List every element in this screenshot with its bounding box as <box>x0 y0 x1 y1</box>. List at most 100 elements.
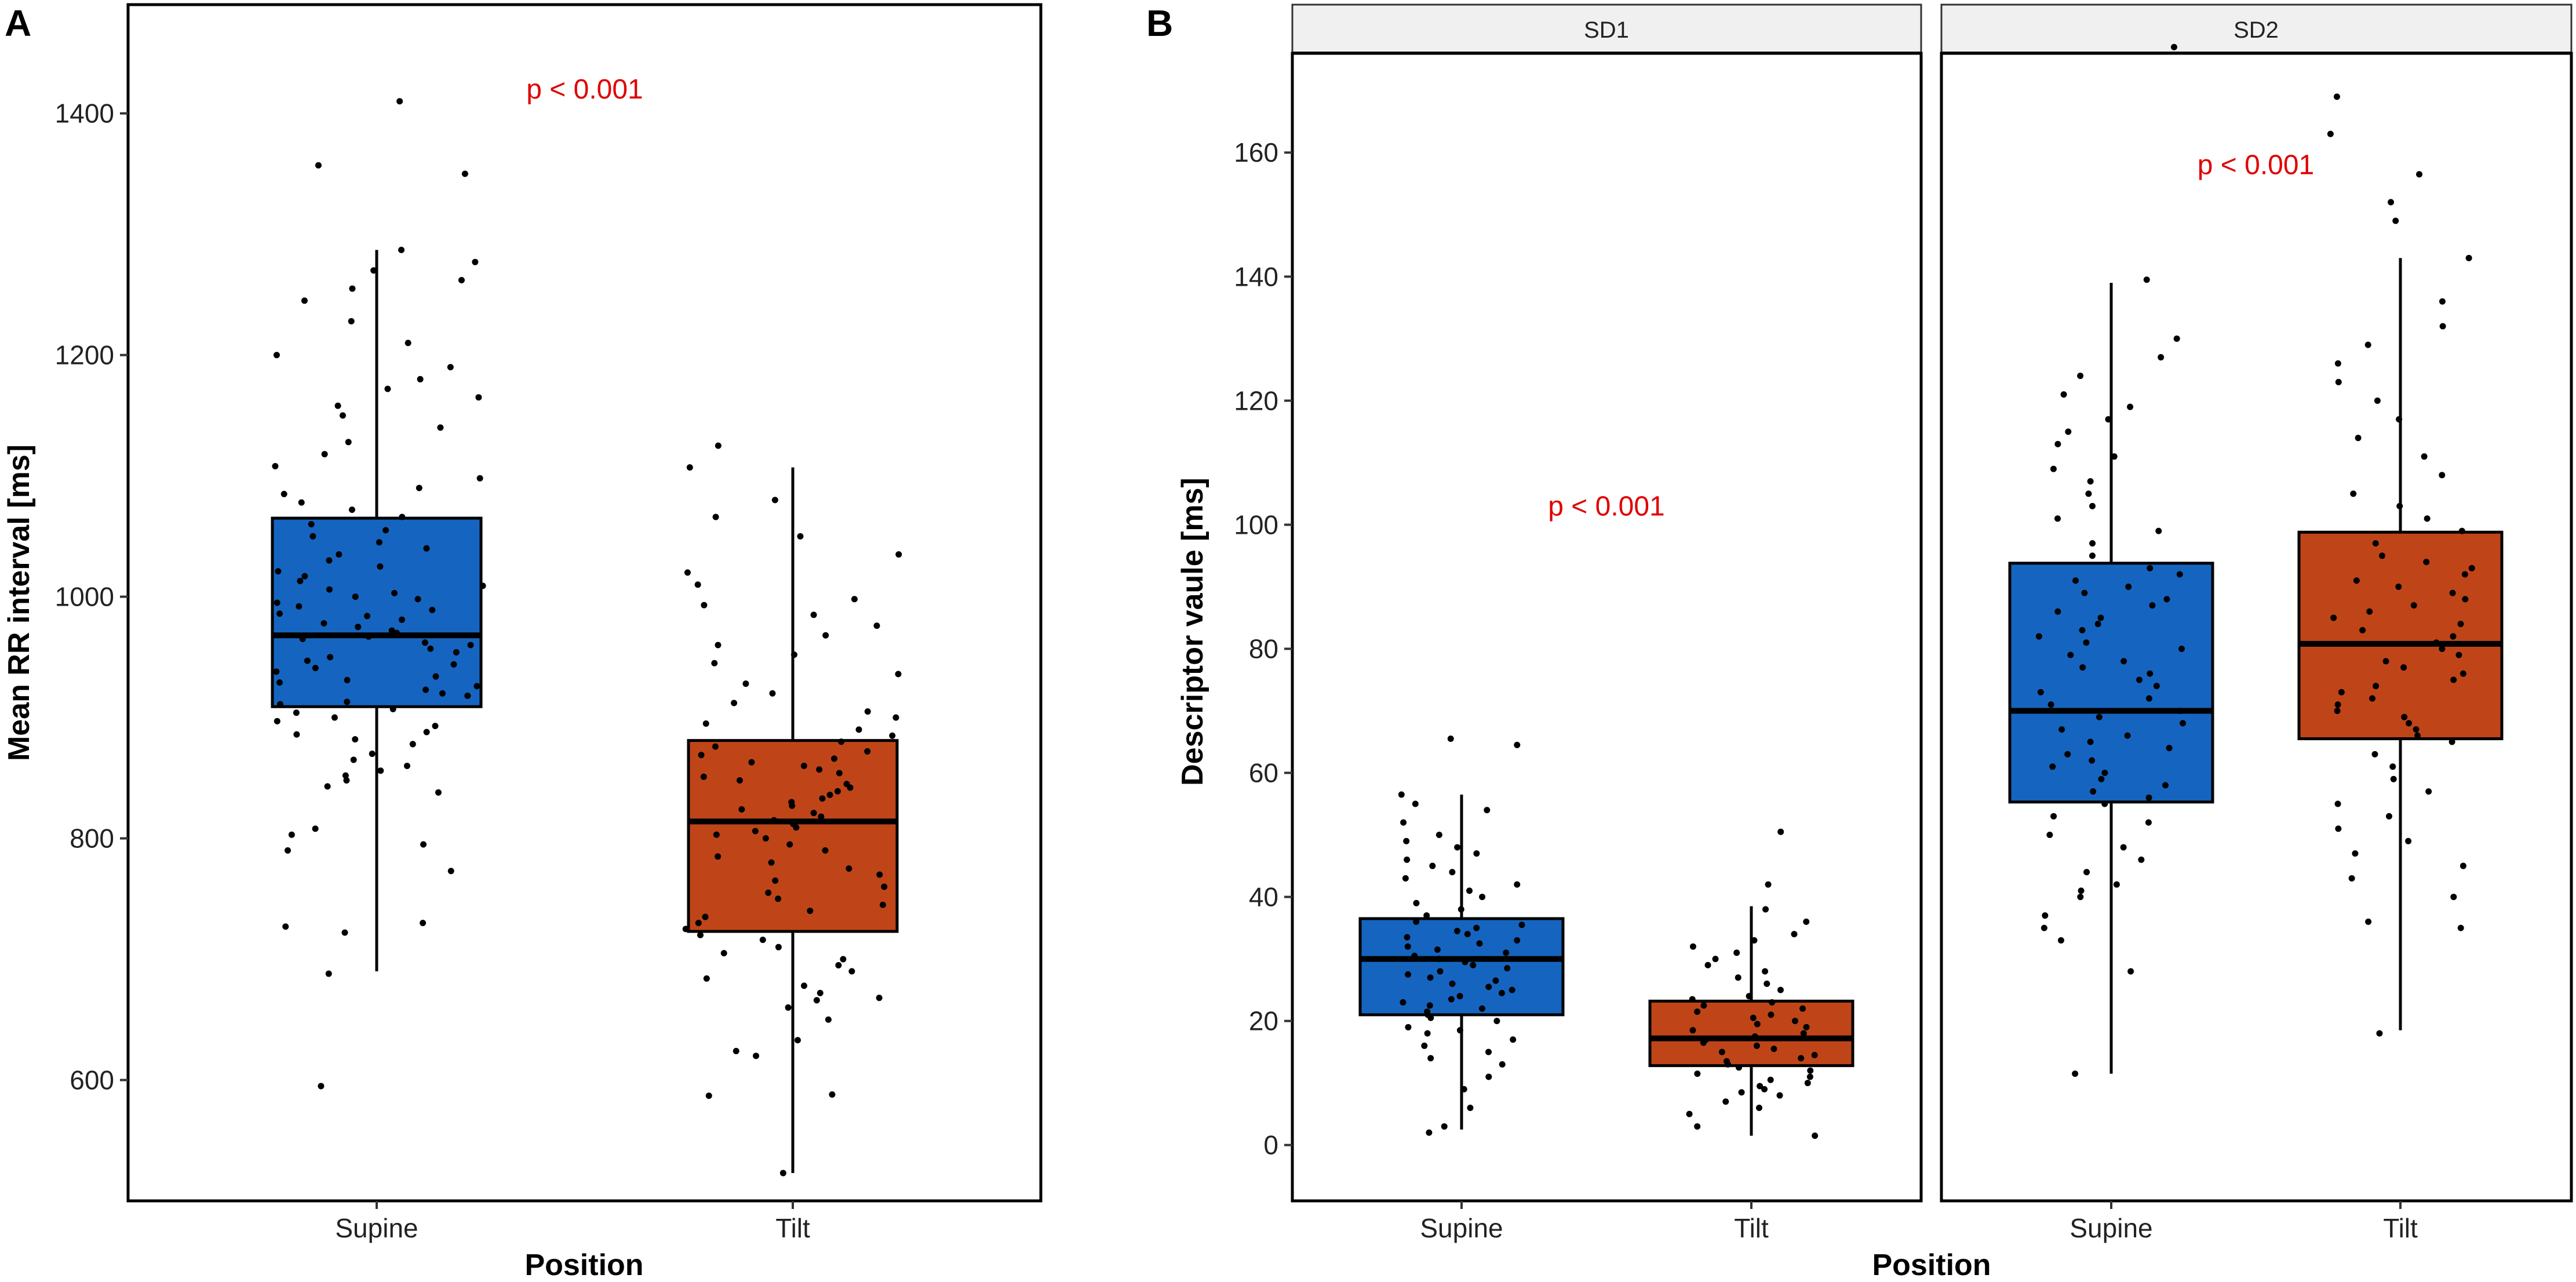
data-point-supine <box>2153 683 2160 690</box>
data-point-supine <box>299 636 306 643</box>
data-point-tilt <box>2338 689 2345 695</box>
data-point-tilt <box>864 748 871 755</box>
data-point-tilt <box>2455 651 2462 658</box>
data-point-tilt <box>698 752 705 759</box>
data-point-supine <box>349 285 356 292</box>
data-point-supine <box>326 557 333 564</box>
data-point-supine <box>2079 627 2086 633</box>
data-point-supine <box>2145 695 2152 702</box>
data-point-tilt <box>822 847 829 854</box>
data-point-supine <box>1435 956 1442 963</box>
data-point-supine <box>1426 1002 1433 1009</box>
data-point-tilt <box>775 944 782 950</box>
data-point-tilt <box>703 975 710 982</box>
data-point-supine <box>1413 899 1420 906</box>
data-point-supine <box>376 539 382 546</box>
data-point-tilt <box>1686 1110 1693 1117</box>
panel-a-x-axis: Supine Tilt <box>335 1201 810 1243</box>
data-point-supine <box>398 616 405 623</box>
data-point-tilt <box>2334 701 2341 708</box>
data-point-supine <box>345 439 352 446</box>
panel-b-y-axis: 0 20 40 60 80 100 120 140 160 <box>1234 137 1292 1160</box>
data-point-supine <box>2127 968 2134 975</box>
data-point-tilt <box>1757 1083 1764 1090</box>
data-point-tilt <box>2334 707 2341 714</box>
data-point-tilt <box>822 632 829 639</box>
data-point-tilt <box>2372 540 2379 547</box>
data-point-supine <box>344 698 351 705</box>
data-point-tilt <box>712 743 719 750</box>
data-point-tilt <box>2424 515 2431 522</box>
data-point-supine <box>2145 794 2152 801</box>
facet-sd2-strip-label: SD2 <box>2233 17 2279 43</box>
panel-b-letter: B <box>1146 2 1173 44</box>
data-point-supine <box>2177 707 2184 714</box>
data-point-tilt <box>2366 608 2373 615</box>
data-point-supine <box>1400 999 1407 1006</box>
data-point-tilt <box>801 982 808 989</box>
y-tick-label: 1200 <box>55 340 114 370</box>
data-point-tilt <box>2334 360 2341 367</box>
data-point-supine <box>1464 931 1471 938</box>
data-point-supine <box>2054 440 2061 447</box>
data-point-tilt <box>715 442 722 449</box>
data-point-supine <box>1447 735 1454 742</box>
data-point-supine <box>370 267 377 274</box>
panel-a-y-axis-title: Mean RR interval [ms] <box>2 445 36 761</box>
data-point-supine <box>2089 540 2096 547</box>
data-point-tilt <box>731 700 738 706</box>
y-tick-label: 60 <box>1249 758 1278 788</box>
data-point-tilt <box>2396 416 2403 423</box>
data-point-supine <box>274 718 280 724</box>
data-point-supine <box>315 162 322 169</box>
data-point-tilt <box>2335 378 2342 385</box>
data-point-supine <box>423 729 430 735</box>
data-point-supine <box>343 777 350 784</box>
data-point-tilt <box>830 755 837 762</box>
data-point-tilt <box>1703 1036 1710 1043</box>
data-point-tilt <box>700 773 707 780</box>
y-tick-label: 1000 <box>55 582 114 612</box>
data-point-tilt <box>738 806 745 813</box>
data-point-supine <box>1423 912 1430 919</box>
data-point-supine <box>364 613 371 620</box>
facet-sd1-p-value: p < 0.001 <box>1548 491 1665 522</box>
data-point-tilt <box>1738 1089 1745 1096</box>
data-point-supine <box>277 701 284 708</box>
y-tick-label: 140 <box>1234 261 1278 292</box>
data-point-tilt <box>2350 490 2357 497</box>
data-point-tilt <box>2457 621 2464 628</box>
data-point-tilt <box>892 714 899 721</box>
data-point-supine <box>1402 875 1409 882</box>
data-point-supine <box>1514 937 1521 944</box>
data-point-supine <box>1403 837 1410 844</box>
data-point-supine <box>273 668 280 675</box>
data-point-tilt <box>1777 986 1784 993</box>
data-point-supine <box>293 709 300 716</box>
data-point-supine <box>297 577 304 584</box>
data-point-supine <box>1456 993 1463 1000</box>
data-point-supine <box>350 756 357 763</box>
data-point-tilt <box>1770 1046 1777 1052</box>
data-point-tilt <box>794 1037 801 1044</box>
data-point-supine <box>422 686 429 693</box>
data-point-supine <box>308 520 315 527</box>
data-point-tilt <box>2450 633 2457 640</box>
data-point-tilt <box>712 513 719 520</box>
data-point-supine <box>2054 515 2061 522</box>
data-point-supine <box>2064 751 2071 757</box>
data-point-supine <box>1427 1055 1434 1062</box>
data-point-tilt <box>818 813 825 820</box>
data-point-tilt <box>1735 974 1741 981</box>
data-point-tilt <box>2406 720 2413 727</box>
data-point-supine <box>2089 757 2096 764</box>
data-point-supine <box>416 485 422 491</box>
data-point-tilt <box>733 1047 739 1054</box>
data-point-tilt <box>1735 1064 1742 1071</box>
data-point-supine <box>272 462 279 469</box>
data-point-tilt <box>2400 664 2407 671</box>
data-point-supine <box>321 451 328 458</box>
data-point-supine <box>377 563 384 570</box>
data-point-supine <box>309 533 316 540</box>
